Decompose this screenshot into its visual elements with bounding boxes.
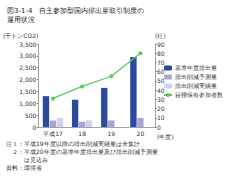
svg-text:運用状況: 運用状況	[7, 16, 35, 24]
svg-text:20: 20	[137, 130, 145, 137]
svg-text:19: 19	[107, 130, 115, 137]
svg-text:60: 60	[157, 68, 165, 75]
svg-text:30: 30	[157, 96, 165, 103]
svg-text:注１：平成19年度以降の排出削減実績量は未集計: 注１：平成19年度以降の排出削減実績量は未集計	[6, 140, 140, 147]
svg-text:(社): (社)	[155, 32, 166, 39]
svg-text:3,000: 3,000	[19, 52, 36, 59]
svg-text:目標保有参加者数: 目標保有参加者数	[175, 92, 223, 98]
svg-text:(年度): (年度)	[157, 133, 174, 140]
svg-text:1,500: 1,500	[19, 88, 36, 95]
svg-text:500: 500	[25, 112, 37, 119]
svg-text:10: 10	[157, 114, 165, 121]
svg-text:は見込み: は見込み	[6, 156, 48, 163]
svg-text:80: 80	[157, 50, 165, 57]
svg-text:90: 90	[157, 41, 165, 48]
svg-text:20: 20	[157, 105, 165, 112]
svg-text:2,000: 2,000	[19, 76, 36, 83]
svg-text:(千トンCO2): (千トンCO2)	[3, 32, 38, 39]
svg-text:18: 18	[78, 130, 86, 137]
svg-text:２：平成20年度の基準年度排出量及び排出削減予測量: ２：平成20年度の基準年度排出量及び排出削減予測量	[6, 148, 158, 155]
svg-text:1,000: 1,000	[19, 100, 36, 107]
svg-text:排出削減実績量: 排出削減実績量	[175, 82, 217, 89]
svg-text:40: 40	[157, 87, 165, 94]
svg-text:図3-1-4 自主参加型国内排出量取引制度の: 図3-1-4 自主参加型国内排出量取引制度の	[7, 7, 144, 15]
svg-text:0: 0	[157, 124, 161, 131]
svg-text:2,500: 2,500	[19, 64, 36, 71]
svg-text:基準年度排出量: 基準年度排出量	[175, 64, 217, 71]
svg-text:資料：環境省: 資料：環境省	[6, 164, 42, 172]
svg-text:70: 70	[157, 59, 165, 66]
svg-text:3,500: 3,500	[19, 41, 36, 48]
svg-text:50: 50	[157, 77, 165, 84]
svg-text:0: 0	[33, 124, 37, 131]
svg-text:平成17: 平成17	[43, 130, 63, 137]
svg-text:排出削減予測量: 排出削減予測量	[175, 74, 217, 80]
